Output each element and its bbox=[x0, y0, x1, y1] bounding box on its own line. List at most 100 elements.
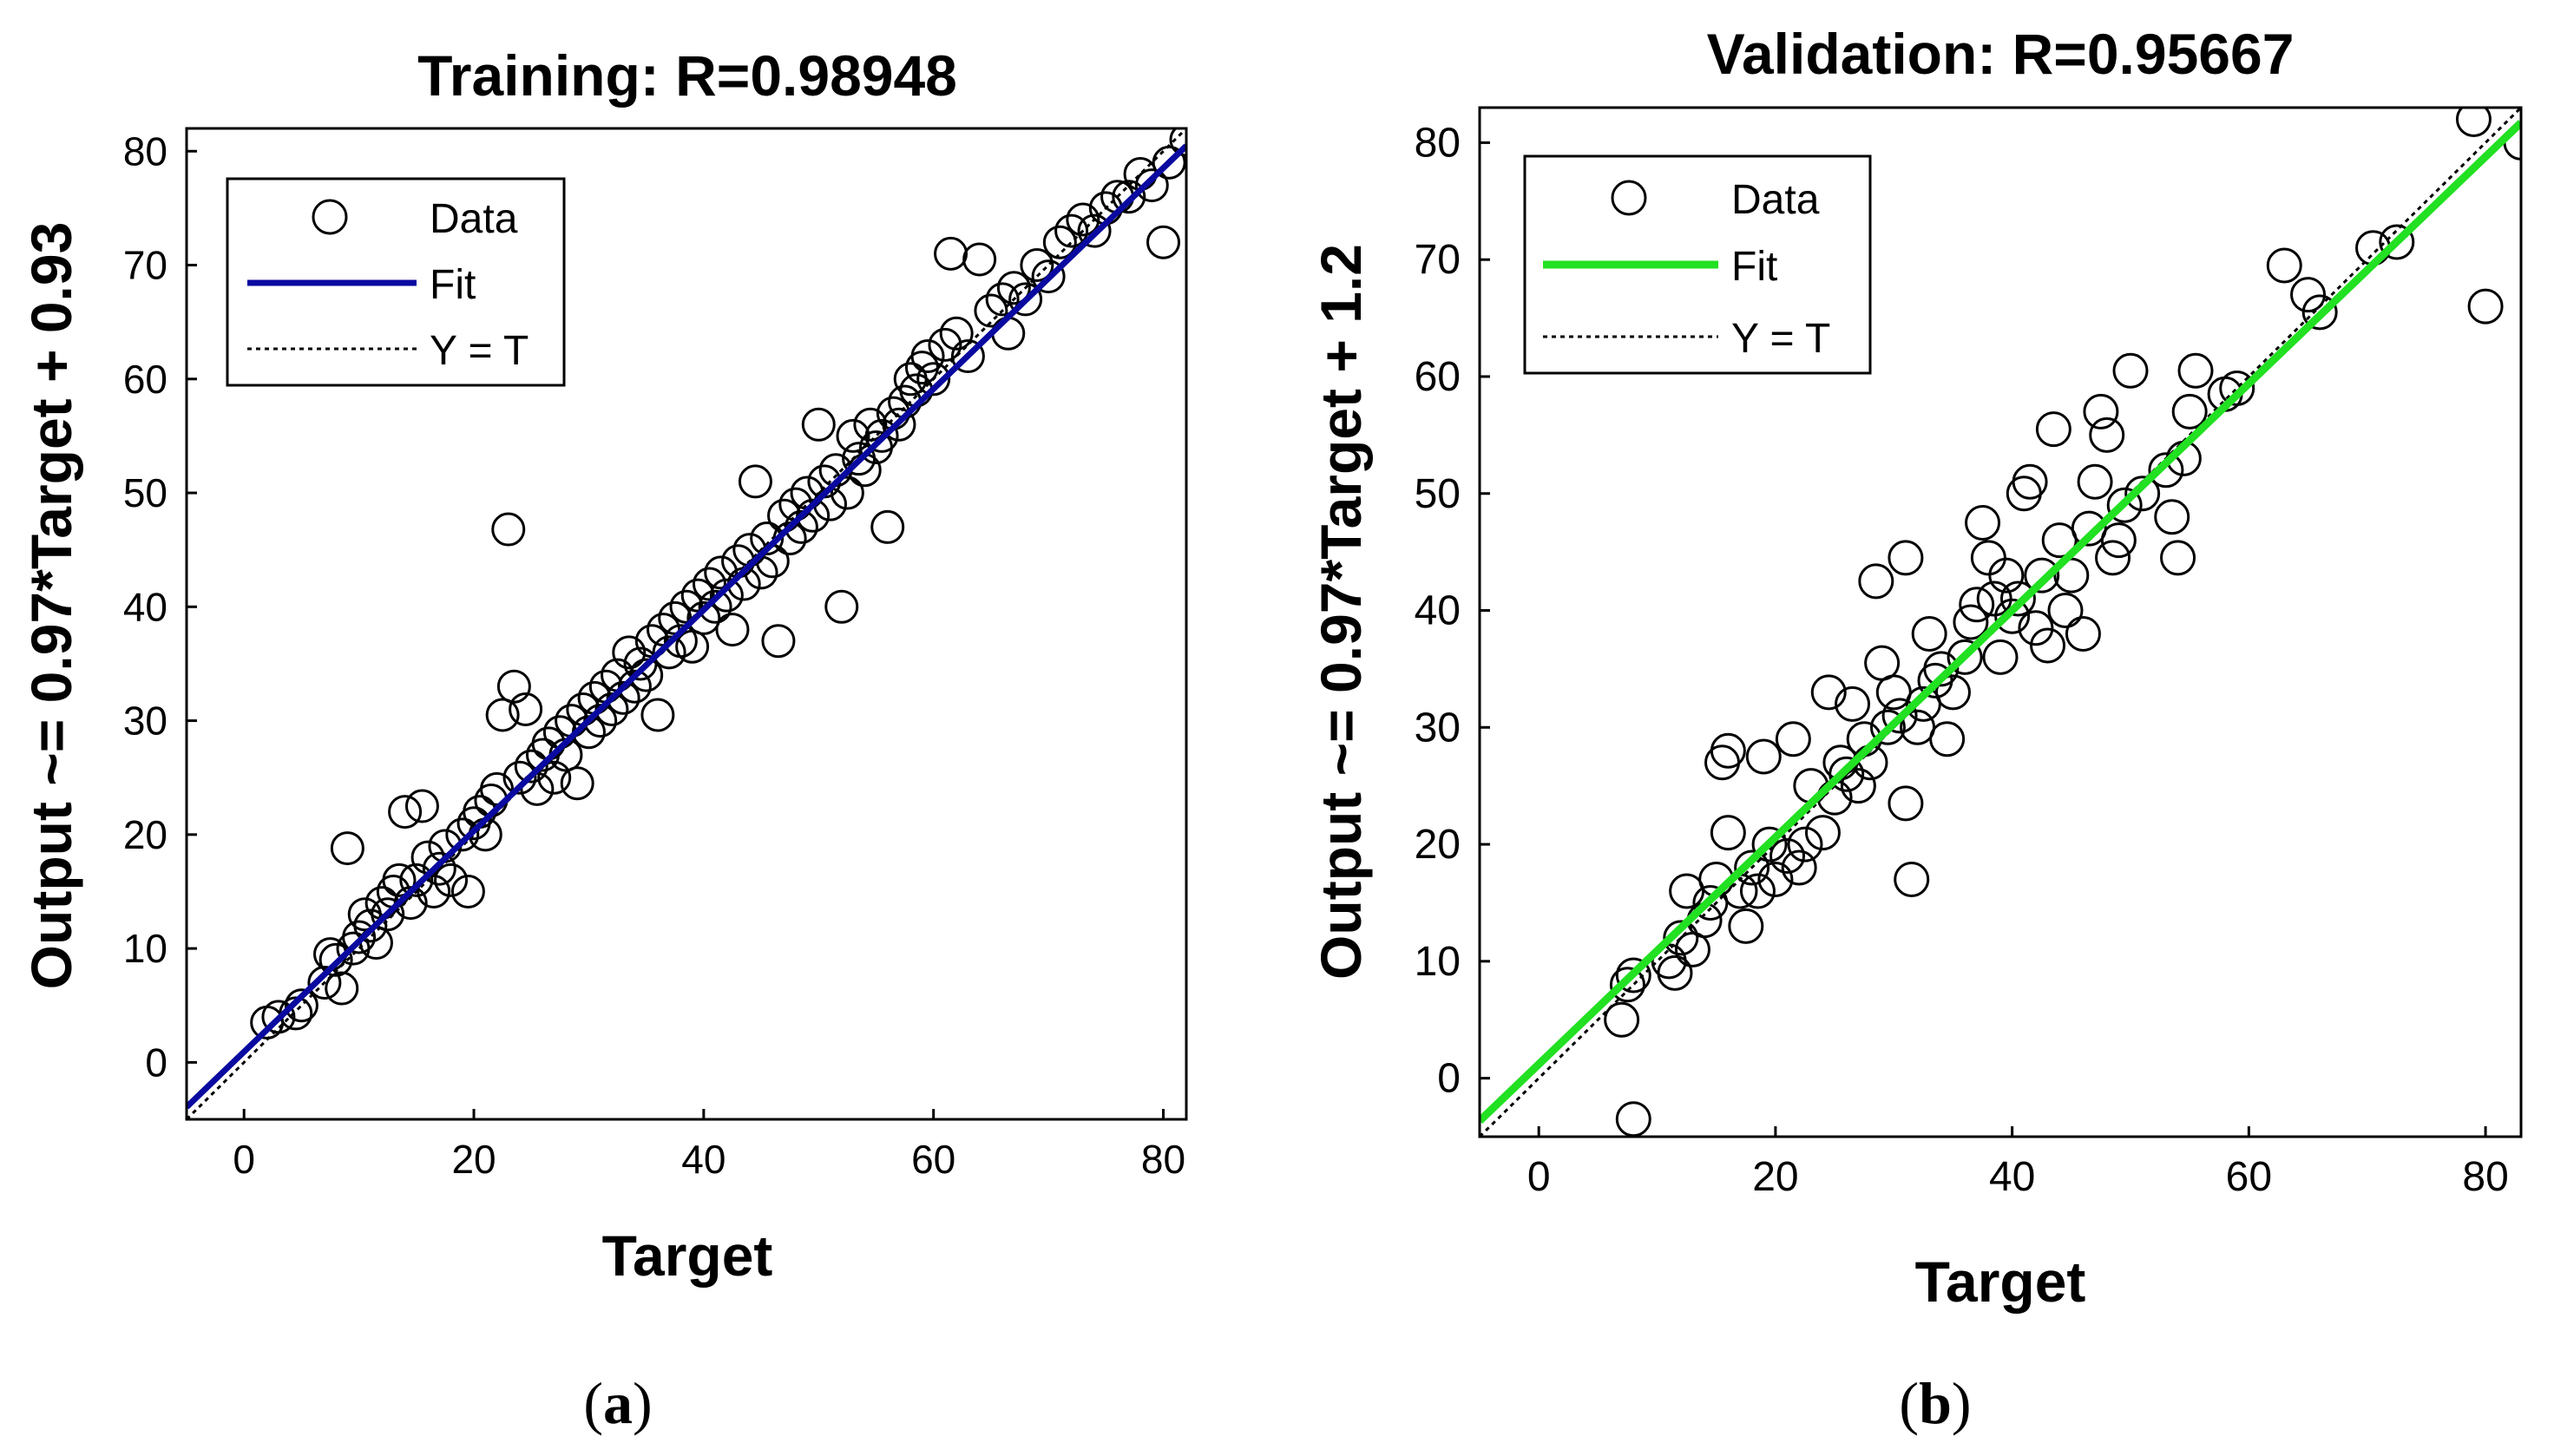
panel-b-xtick-label: 20 bbox=[1752, 1154, 1798, 1200]
panel-b-data-point bbox=[1994, 598, 2031, 634]
panel-b-data-point bbox=[2047, 593, 2084, 629]
panel-a-xtick-label: 20 bbox=[451, 1137, 496, 1182]
panel-b-ytick-label: 70 bbox=[1415, 237, 1461, 283]
panel-b-ytick-label: 10 bbox=[1415, 939, 1461, 985]
panel-b-data-point bbox=[1710, 815, 1746, 851]
panel-b-data-point bbox=[1888, 540, 1924, 576]
panel-b-legend-ideal-label: Y = T bbox=[1731, 316, 1830, 362]
panel-b-data-point bbox=[2018, 610, 2054, 646]
panel-b-data-point bbox=[1959, 587, 1995, 623]
panel-a-ytick-label: 40 bbox=[123, 584, 167, 629]
panel-b-ytick-label: 50 bbox=[1415, 471, 1461, 517]
panel-a-ytick-label: 20 bbox=[123, 812, 167, 857]
panel-b-data-point bbox=[1988, 557, 2025, 594]
panel-a-data-point bbox=[715, 613, 750, 647]
panel-b-data-point bbox=[1929, 721, 1966, 758]
panel-a-fit-line bbox=[187, 143, 1186, 1110]
panel-a-data-point bbox=[916, 362, 951, 397]
panel-b-xlabel: Target bbox=[1915, 1249, 2086, 1314]
panel-b-data-point bbox=[2100, 522, 2137, 559]
panel-a-data-point bbox=[404, 789, 439, 823]
panel-a-data-point bbox=[870, 509, 905, 544]
panel-a-ytick-label: 80 bbox=[123, 128, 167, 174]
panel-b-data-point bbox=[2266, 247, 2302, 284]
panel-a-data-point bbox=[1066, 202, 1100, 237]
panel-a-data-point bbox=[939, 316, 974, 351]
panel-b-data-point bbox=[2012, 463, 2048, 500]
panel-a-data-point bbox=[1031, 259, 1066, 294]
panel-b-caption-letter: b bbox=[1919, 1370, 1952, 1436]
panel-b-axes-box bbox=[1478, 106, 2523, 1138]
panel-b-data-point bbox=[1923, 651, 1960, 687]
panel-a-data-point bbox=[491, 512, 526, 547]
panel-a-axes-box bbox=[185, 127, 1188, 1121]
panel-a-legend-fit-label: Fit bbox=[430, 262, 476, 308]
panel-b-data-point bbox=[2024, 557, 2060, 594]
panel-a-xlabel: Target bbox=[602, 1223, 773, 1288]
panel-a-data-point bbox=[485, 698, 520, 732]
panel-a-data-point bbox=[652, 635, 686, 670]
panel-b-data-point bbox=[1739, 873, 1776, 909]
panel-a-data-point bbox=[830, 475, 864, 510]
panel-b-data-point bbox=[1858, 563, 1894, 600]
panel-b-data-point bbox=[2089, 416, 2125, 453]
panel-a-data-point bbox=[1020, 248, 1054, 283]
panel-b-data-point bbox=[2219, 370, 2255, 406]
panel-a-data-point bbox=[974, 293, 1008, 328]
panel-a-data-point bbox=[934, 236, 968, 271]
panel-b-data-point bbox=[1911, 615, 1947, 652]
panel-b-data-point bbox=[2124, 475, 2161, 512]
panel-b-data-point bbox=[1810, 674, 1847, 711]
panel-a-data-point bbox=[537, 760, 572, 795]
panel-b-plot-area bbox=[1480, 108, 2521, 1137]
panel-b-data-point bbox=[2467, 288, 2504, 325]
panel-b-data-point bbox=[1775, 721, 1811, 758]
panel-a-data-point bbox=[928, 327, 962, 362]
panel-a-data-point bbox=[675, 629, 710, 664]
panel-a-data-point bbox=[738, 464, 772, 499]
panel-b-data-point bbox=[1745, 738, 1782, 775]
panel-a-ytick-label: 10 bbox=[123, 926, 167, 971]
panel-a-caption: (a) bbox=[583, 1370, 652, 1436]
panel-a-legend-ideal-label: Y = T bbox=[430, 328, 529, 374]
panel-a-data-point bbox=[450, 874, 485, 908]
panel-b-data-point bbox=[2106, 487, 2143, 523]
panel-b-fit-line bbox=[1480, 120, 2521, 1125]
panel-b-ticks: 0 20 40 60 80 0 10 20 30 40 50 60 70 80 bbox=[1415, 120, 2509, 1200]
panel-a-training: Training: R=0.98948 Output ~= 0.97*Targe… bbox=[19, 43, 1188, 1436]
panel-b-ytick-label: 20 bbox=[1415, 822, 1461, 868]
panel-a-data-point bbox=[606, 680, 640, 715]
panel-a-data-point bbox=[853, 407, 888, 442]
panel-b-data-point bbox=[1934, 674, 1971, 711]
panel-a-data-point bbox=[1054, 213, 1089, 248]
panel-b-xtick-label: 60 bbox=[2226, 1154, 2272, 1200]
panel-b-xtick-label: 80 bbox=[2462, 1154, 2508, 1200]
panel-a-data-point bbox=[1077, 213, 1112, 248]
panel-a-caption-letter: a bbox=[603, 1370, 633, 1436]
panel-a-ticks: 0 20 40 60 80 0 10 20 30 40 50 60 70 80 bbox=[123, 128, 1185, 1182]
panel-b-data-point bbox=[1728, 908, 1764, 944]
panel-b-data-point bbox=[2379, 224, 2415, 260]
panel-a-data-point bbox=[680, 578, 715, 613]
panel-a-data-point bbox=[1042, 225, 1077, 259]
panel-b-ytick-label: 0 bbox=[1437, 1056, 1461, 1102]
panel-b-ytick-label: 30 bbox=[1415, 705, 1461, 751]
panel-b-data-point bbox=[1888, 785, 1924, 822]
panel-b-data-point bbox=[2030, 627, 2066, 664]
panel-b-data-point bbox=[1881, 698, 1918, 734]
panel-b-data-point bbox=[1769, 838, 1806, 875]
panel-b-data-point bbox=[2177, 352, 2214, 389]
panel-b-data-point bbox=[2154, 499, 2190, 535]
panel-a-data-point bbox=[836, 418, 870, 453]
panel-a-data-point bbox=[629, 658, 664, 692]
panel-b-data-point bbox=[1869, 709, 1906, 745]
panel-b-legend: Data Fit Y = T bbox=[1523, 154, 1872, 375]
panel-a-ytick-label: 0 bbox=[145, 1040, 167, 1085]
panel-b-data-point bbox=[1947, 639, 1983, 675]
panel-a-data-point bbox=[1112, 180, 1146, 214]
panel-b-data-point bbox=[2095, 540, 2131, 576]
panel-b-data-point bbox=[1982, 639, 2019, 675]
panel-a-data-point bbox=[709, 578, 744, 613]
panel-b-ytick-label: 40 bbox=[1415, 588, 1461, 634]
